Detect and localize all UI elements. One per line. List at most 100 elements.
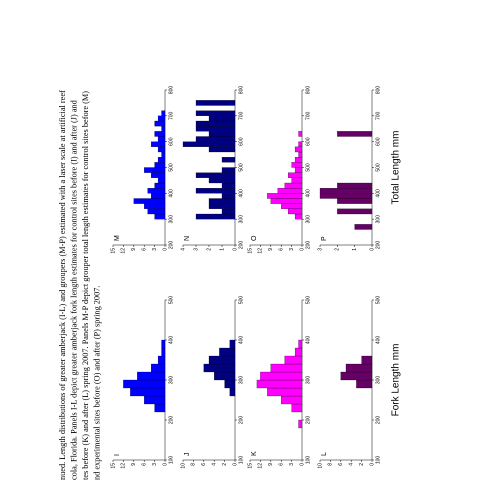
- bar: [291, 403, 303, 413]
- y-tick-label: 12: [258, 463, 264, 469]
- caption-line: cola, Florida. Panels I-L depict greater…: [69, 99, 78, 480]
- x-tick-label: 500: [168, 296, 174, 305]
- bar: [133, 198, 166, 204]
- bar: [154, 120, 166, 127]
- bar: [154, 213, 166, 220]
- bar: [288, 172, 303, 178]
- bar: [147, 208, 166, 215]
- bar: [195, 126, 236, 132]
- panel-label: P: [321, 236, 328, 241]
- bar: [195, 120, 236, 127]
- y-tick-label: 10: [180, 463, 186, 469]
- y-tick-label: 12: [121, 463, 127, 469]
- x-tick-label: 200: [305, 241, 311, 250]
- x-tick-label: 700: [375, 111, 381, 120]
- bar: [267, 193, 303, 199]
- y-tick-label: 0: [369, 248, 375, 251]
- x-tick-label: 300: [168, 215, 174, 224]
- bar: [356, 379, 373, 389]
- y-tick-label: 0: [232, 463, 238, 466]
- x-tick-label: 200: [375, 416, 381, 425]
- bar: [208, 355, 236, 365]
- x-tick-label: 400: [168, 336, 174, 345]
- bar: [208, 203, 236, 209]
- y-tick-label: 2: [206, 248, 212, 251]
- bar: [208, 198, 236, 204]
- bar: [337, 198, 373, 204]
- y-tick-label: 3: [289, 463, 295, 466]
- bar: [157, 115, 166, 122]
- y-tick-label: 4: [212, 463, 218, 466]
- bar: [256, 379, 303, 389]
- y-tick-label: 3: [193, 248, 199, 251]
- bar: [147, 188, 166, 194]
- y-tick-label: 6: [338, 463, 344, 466]
- x-tick-label: 300: [238, 215, 244, 224]
- y-tick-label: 2: [359, 463, 365, 466]
- rotated-page: nued. Length distributions of greater am…: [58, 86, 402, 480]
- y-tick-label: 8: [328, 463, 334, 466]
- bar: [195, 188, 236, 194]
- x-tick-label: 500: [168, 163, 174, 172]
- x-tick-label: 800: [238, 86, 244, 95]
- bar: [208, 115, 236, 122]
- panel-label: M: [114, 235, 121, 241]
- bar: [298, 151, 303, 158]
- bar: [157, 136, 166, 142]
- y-tick-label: 8: [191, 463, 197, 466]
- y-tick-label: 3: [152, 463, 158, 466]
- bar: [284, 182, 303, 189]
- bar: [277, 188, 303, 194]
- bar: [294, 167, 303, 173]
- y-tick-label: 6: [142, 463, 148, 466]
- bar: [294, 213, 303, 220]
- y-tick-label: 3: [289, 248, 295, 251]
- bar: [151, 363, 166, 373]
- bar: [298, 141, 303, 147]
- bar: [221, 167, 236, 173]
- y-tick-label: 9: [268, 248, 274, 251]
- bar: [195, 172, 236, 178]
- bar: [137, 371, 166, 381]
- x-tick-label: 400: [375, 189, 381, 198]
- x-tick-label: 700: [168, 111, 174, 120]
- x-tick-label: 200: [375, 241, 381, 250]
- bar: [221, 157, 236, 163]
- y-tick-label: 0: [162, 463, 168, 466]
- bar: [221, 208, 236, 215]
- x-axis-title: Fork Length mm: [391, 344, 402, 417]
- bar: [208, 146, 236, 153]
- x-tick-label: 200: [168, 416, 174, 425]
- x-tick-label: 600: [168, 137, 174, 146]
- bar: [270, 363, 303, 373]
- bar: [154, 403, 166, 413]
- bar: [161, 347, 166, 357]
- x-tick-label: 300: [305, 376, 311, 385]
- bar: [219, 347, 236, 357]
- bar: [345, 363, 373, 373]
- x-tick-label: 300: [375, 215, 381, 224]
- bar: [337, 208, 373, 215]
- y-tick-label: 0: [299, 463, 305, 466]
- y-tick-label: 0: [299, 248, 305, 251]
- bar: [298, 131, 303, 137]
- y-tick-label: 15: [247, 248, 253, 254]
- x-tick-label: 400: [168, 189, 174, 198]
- bar: [151, 193, 166, 199]
- y-tick-label: 9: [131, 463, 137, 466]
- x-tick-label: 500: [238, 296, 244, 305]
- bar: [151, 172, 166, 178]
- bar: [208, 177, 236, 184]
- y-tick-label: 3: [317, 248, 323, 251]
- bar: [195, 136, 236, 142]
- bar: [151, 141, 166, 147]
- bar: [229, 339, 236, 349]
- y-tick-label: 0: [232, 248, 238, 251]
- x-tick-label: 300: [238, 376, 244, 385]
- bar: [130, 387, 166, 397]
- bar: [270, 198, 303, 204]
- y-tick-label: 4: [349, 463, 355, 466]
- panel-label: J: [184, 453, 191, 457]
- bar: [319, 188, 373, 194]
